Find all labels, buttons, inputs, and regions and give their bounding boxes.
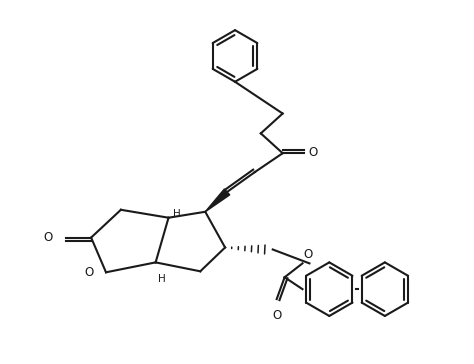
Text: H: H: [173, 209, 181, 219]
Text: O: O: [309, 146, 318, 159]
Text: O: O: [85, 266, 94, 279]
Text: O: O: [43, 231, 53, 244]
Polygon shape: [205, 189, 230, 212]
Text: O: O: [272, 309, 282, 322]
Text: O: O: [303, 248, 313, 261]
Text: H: H: [158, 274, 165, 284]
